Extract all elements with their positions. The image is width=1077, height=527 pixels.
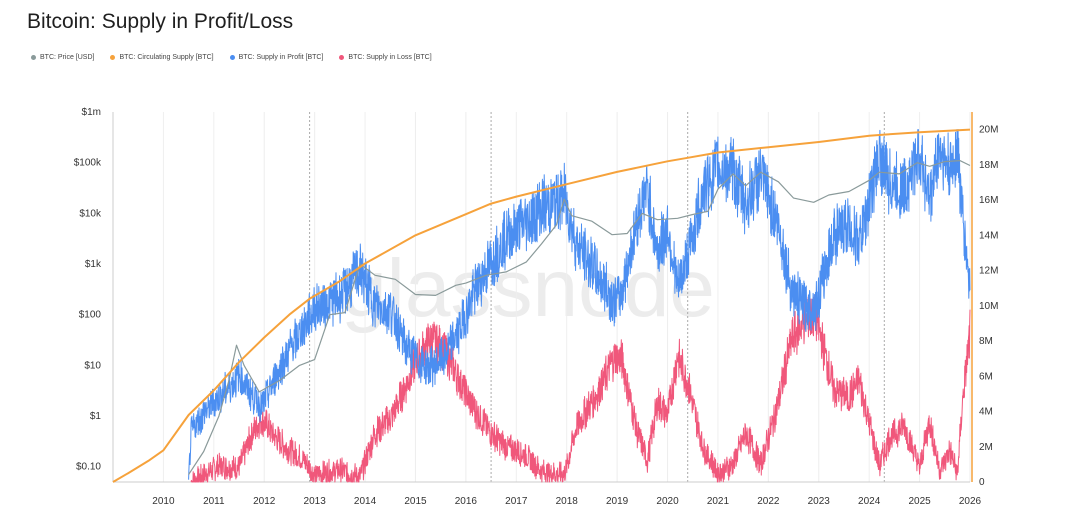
y-left-tick-label: $100k (74, 158, 102, 169)
legend-swatch-circulating-supply (110, 55, 116, 60)
legend: BTC: Price [USD] BTC: Circulating Supply… (31, 54, 432, 61)
x-tick-label: 2022 (757, 496, 780, 507)
legend-label-circulating-supply: BTC: Circulating Supply [BTC] (119, 54, 214, 61)
y-left-tick-label: $1k (85, 259, 102, 270)
series-line-supply-in-loss (190, 294, 971, 483)
y-left-tick-label: $100 (79, 310, 102, 321)
x-tick-label: 2015 (404, 496, 427, 507)
x-tick-label: 2020 (656, 496, 679, 507)
x-tick-label: 2013 (304, 496, 327, 507)
x-tick-label: 2024 (858, 496, 881, 507)
x-tick-label: 2010 (152, 496, 175, 507)
series-line-supply-in-profit (188, 129, 971, 480)
x-tick-label: 2019 (606, 496, 629, 507)
legend-swatch-supply-in-loss (339, 55, 345, 60)
chart-title: Bitcoin: Supply in Profit/Loss (27, 10, 294, 33)
legend-item-circulating-supply[interactable]: BTC: Circulating Supply [BTC] (110, 54, 214, 61)
x-tick-label: 2018 (556, 496, 579, 507)
y-right-tick-label: 10M (979, 301, 998, 312)
legend-swatch-supply-in-profit (229, 55, 235, 60)
y-right-tick-label: 4M (979, 407, 993, 418)
legend-item-supply-in-profit[interactable]: BTC: Supply in Profit [BTC] (229, 54, 324, 61)
x-tick-label: 2011 (203, 496, 225, 507)
legend-item-supply-in-loss[interactable]: BTC: Supply in Loss [BTC] (339, 54, 432, 61)
y-right-tick-label: 20M (979, 125, 998, 136)
y-left-tick-label: $0.10 (76, 462, 101, 473)
legend-label-supply-in-profit: BTC: Supply in Profit [BTC] (238, 54, 324, 61)
x-tick-label: 2026 (959, 496, 982, 507)
y-right-tick-label: 0 (979, 477, 985, 488)
legend-label-price: BTC: Price [USD] (40, 54, 95, 61)
legend-swatch-price (31, 55, 36, 60)
x-tick-label: 2025 (908, 496, 931, 507)
x-tick-label: 2016 (455, 496, 478, 507)
y-left-tick-label: $1 (90, 411, 102, 422)
y-left-tick-label: $10 (84, 360, 101, 371)
y-right-tick-label: 2M (979, 442, 993, 453)
y-right-tick-label: 8M (979, 336, 993, 347)
y-right-tick-label: 6M (979, 371, 993, 382)
x-tick-label: 2017 (505, 496, 528, 507)
y-right-tick-label: 12M (979, 266, 998, 277)
x-tick-label: 2014 (354, 496, 377, 507)
x-tick-label: 2012 (253, 496, 276, 507)
y-left-tick-label: $10k (79, 208, 102, 219)
legend-item-price[interactable]: BTC: Price [USD] (31, 54, 94, 61)
x-tick-label: 2021 (707, 496, 730, 507)
y-right-tick-label: 16M (979, 195, 998, 206)
y-right-tick-label: 14M (979, 230, 998, 241)
y-right-tick-label: 18M (979, 160, 998, 171)
series-line-circulating-supply (112, 128, 971, 483)
x-tick-label: 2023 (808, 496, 831, 507)
series-line-price (188, 160, 971, 475)
y-left-tick-label: $1m (82, 107, 101, 118)
legend-label-supply-in-loss: BTC: Supply in Loss [BTC] (348, 54, 432, 61)
